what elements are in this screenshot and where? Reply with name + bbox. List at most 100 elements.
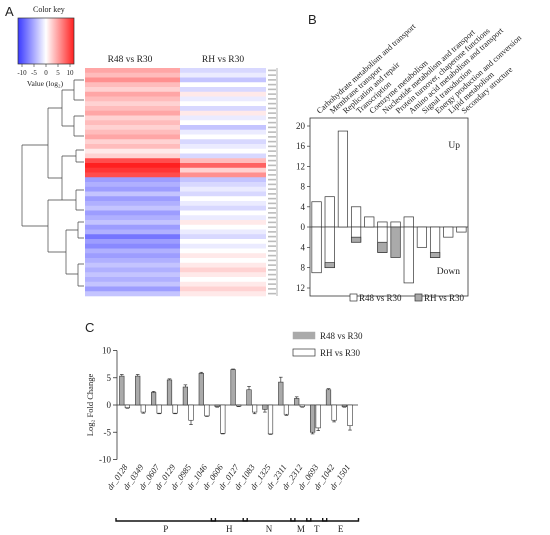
heatmap-cell-r48 bbox=[85, 186, 180, 192]
heatmap-cell-rh bbox=[180, 281, 266, 287]
heatmap-cell-rh bbox=[180, 68, 266, 74]
bar-rh bbox=[140, 404, 146, 413]
dendrogram bbox=[21, 79, 84, 287]
legend-swatch-r48 bbox=[292, 331, 316, 340]
y-tick-label: -10 bbox=[99, 455, 111, 465]
heatmap-cell-rh bbox=[180, 239, 266, 245]
heatmap-cell-rh bbox=[180, 125, 266, 131]
heatmap-cell-r48 bbox=[85, 68, 180, 74]
color-key-label: Value (log₂) bbox=[27, 79, 64, 88]
heatmap-cell-r48 bbox=[85, 96, 180, 102]
heatmap-cell-r48 bbox=[85, 77, 180, 83]
bar-r48 bbox=[309, 404, 316, 433]
heatmap-cell-r48 bbox=[85, 177, 180, 183]
legend-label-r48: R48 vs R30 bbox=[359, 293, 402, 303]
heatmap-cell-rh bbox=[180, 77, 266, 83]
bar-up-r48 bbox=[364, 216, 375, 228]
panel-label-c: C bbox=[85, 320, 95, 335]
y-tick-label: 0 bbox=[107, 400, 112, 410]
bar-down-r48 bbox=[403, 226, 414, 284]
panel-b-bar-chart: 2016128404812Gene numberUpDownCarbohydra… bbox=[296, 21, 523, 303]
heatmap-cell-r48 bbox=[85, 172, 180, 178]
heatmap-cell-r48 bbox=[85, 286, 180, 292]
heatmap-cell-r48 bbox=[85, 72, 180, 78]
y-tick-label: 8 bbox=[301, 182, 306, 192]
bar-rh bbox=[347, 404, 353, 427]
heatmap-cell-r48 bbox=[85, 234, 180, 240]
heatmap-cell-r48 bbox=[85, 248, 180, 254]
heatmap-cell-r48 bbox=[85, 182, 180, 188]
bar-down-rh bbox=[390, 226, 401, 258]
heatmap-cell-rh bbox=[180, 267, 266, 273]
heatmap-cell-rh bbox=[180, 82, 266, 88]
group-bracket bbox=[210, 518, 248, 522]
bar-down-rh bbox=[429, 252, 441, 258]
y-tick-label: 8 bbox=[301, 263, 306, 273]
group-label: E bbox=[338, 524, 344, 534]
bar-up-r48 bbox=[311, 201, 322, 228]
heatmap-cell-r48 bbox=[85, 139, 180, 145]
heatmap-cell-r48 bbox=[85, 215, 180, 221]
y-axis-label: Log₂ Fold Change bbox=[85, 374, 95, 437]
legend-label-r48: R48 vs R30 bbox=[320, 331, 363, 341]
bar-rh bbox=[283, 404, 290, 415]
heatmap-cell-rh bbox=[180, 182, 266, 188]
heatmap-cell-r48 bbox=[85, 87, 180, 93]
down-label: Down bbox=[437, 267, 460, 277]
heatmap-cell-r48 bbox=[85, 220, 180, 226]
y-tick-label: 12 bbox=[296, 161, 305, 171]
heatmap-cell-r48 bbox=[85, 277, 180, 283]
legend-swatch-rh bbox=[414, 293, 423, 302]
group-bracket bbox=[306, 518, 328, 522]
y-tick-label: 5 bbox=[107, 373, 112, 383]
heatmap-cell-r48 bbox=[85, 267, 180, 273]
heatmap-cell-rh bbox=[180, 201, 266, 207]
bar-r48 bbox=[166, 379, 173, 406]
heatmap-cell-rh bbox=[180, 229, 266, 235]
heatmap-cell-rh bbox=[180, 177, 266, 183]
heatmap-cell-rh bbox=[180, 139, 266, 145]
heatmap-cell-rh bbox=[180, 234, 266, 240]
bar-down-r48 bbox=[456, 226, 467, 233]
heatmap-cell-r48 bbox=[85, 229, 180, 235]
group-label: H bbox=[226, 524, 233, 534]
bar-up-r48 bbox=[403, 216, 414, 228]
heatmap-cell-rh bbox=[180, 163, 266, 169]
heatmap-cell-rh bbox=[180, 72, 266, 78]
bar-down-rh bbox=[350, 236, 362, 243]
bar-up-r48 bbox=[324, 196, 335, 228]
legend-label-rh: RH vs R30 bbox=[320, 348, 361, 358]
bar-down-r48 bbox=[416, 226, 428, 248]
heatmap-cell-r48 bbox=[85, 91, 180, 97]
color-key-tick-label: 10 bbox=[67, 69, 75, 77]
bar-r48 bbox=[119, 375, 125, 406]
bar-rh bbox=[252, 404, 258, 413]
heatmap-cell-rh bbox=[180, 258, 266, 264]
heatmap-cell-rh bbox=[180, 144, 266, 150]
heatmap-cell-r48 bbox=[85, 281, 180, 287]
y-tick-label: 4 bbox=[301, 202, 306, 212]
y-tick-label: 0 bbox=[301, 222, 306, 232]
heatmap-cell-r48 bbox=[85, 148, 180, 154]
group-label: M bbox=[297, 524, 305, 534]
heatmap-cell-rh bbox=[180, 196, 266, 202]
heatmap-cell-r48 bbox=[85, 106, 180, 112]
heatmap-cell-r48 bbox=[85, 158, 180, 164]
heatmap-cell-rh bbox=[180, 224, 266, 230]
heatmap-cell-r48 bbox=[85, 163, 180, 169]
up-label: Up bbox=[448, 141, 460, 151]
heatmap-cell-rh bbox=[180, 253, 266, 259]
heatmap-cell-r48 bbox=[85, 167, 180, 173]
bar-r48 bbox=[214, 404, 220, 407]
heatmap-cell-r48 bbox=[85, 115, 180, 121]
heatmap-cell-r48 bbox=[85, 210, 180, 216]
y-tick-label: 16 bbox=[296, 141, 306, 151]
bar-down-r48 bbox=[443, 226, 454, 238]
heatmap-cell-r48 bbox=[85, 262, 180, 268]
group-bracket bbox=[115, 518, 217, 522]
bar-up-r48 bbox=[390, 221, 401, 228]
y-tick-label: 4 bbox=[301, 242, 306, 252]
heatmap-cell-r48 bbox=[85, 243, 180, 249]
heatmap-column-label: R48 vs R30 bbox=[108, 55, 153, 65]
panel-label-b: B bbox=[308, 12, 317, 27]
